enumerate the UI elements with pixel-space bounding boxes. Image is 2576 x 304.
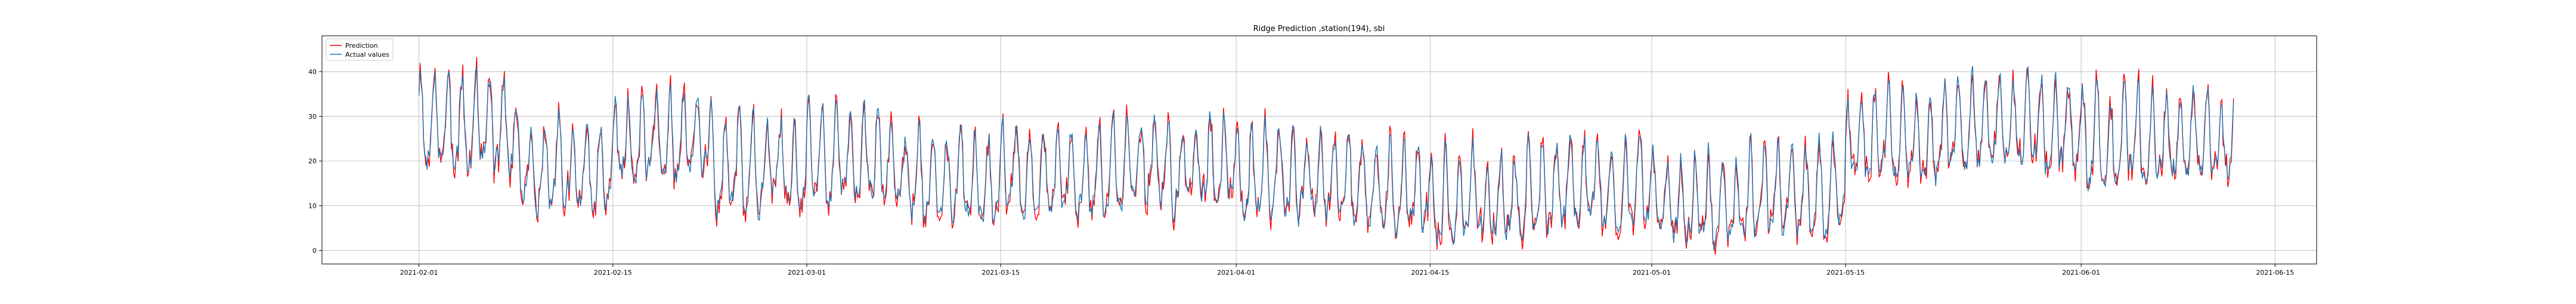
x-tick-label: 2021-03-15 [982, 269, 1020, 277]
x-tick-label: 2021-02-15 [594, 269, 632, 277]
x-tick-label: 2021-04-15 [1411, 269, 1449, 277]
y-tick-label: 40 [308, 68, 317, 76]
plot-frame [321, 35, 2317, 265]
axis-layer: 2021-02-01 2021-02-15 2021-03-01 2021-03-15… [308, 68, 2294, 277]
y-tick-label: 20 [308, 158, 317, 165]
y-tick-label: 0 [312, 247, 317, 255]
x-tick-label: 2021-03-01 [788, 269, 826, 277]
legend-label: Actual values [345, 51, 389, 59]
x-tick-label: 2021-06-15 [2256, 269, 2294, 277]
x-tick-label: 2021-05-15 [1826, 269, 1865, 277]
series-actual-values-line [418, 66, 2234, 251]
x-tick-label: 2021-04-01 [1217, 269, 1255, 277]
grid-layer [322, 36, 2317, 264]
x-tick-label: 2021-06-01 [2062, 269, 2100, 277]
y-tick-label: 30 [308, 113, 317, 121]
legend-box [326, 38, 394, 61]
legend-label: Prediction [345, 42, 378, 50]
chart-title: Ridge Prediction ,station(194), sbi [1253, 24, 1385, 33]
y-tick-label: 10 [308, 202, 317, 210]
series-layer [418, 57, 2234, 255]
x-tick-label: 2021-05-01 [1633, 269, 1671, 277]
x-tick-label: 2021-02-01 [400, 269, 438, 277]
